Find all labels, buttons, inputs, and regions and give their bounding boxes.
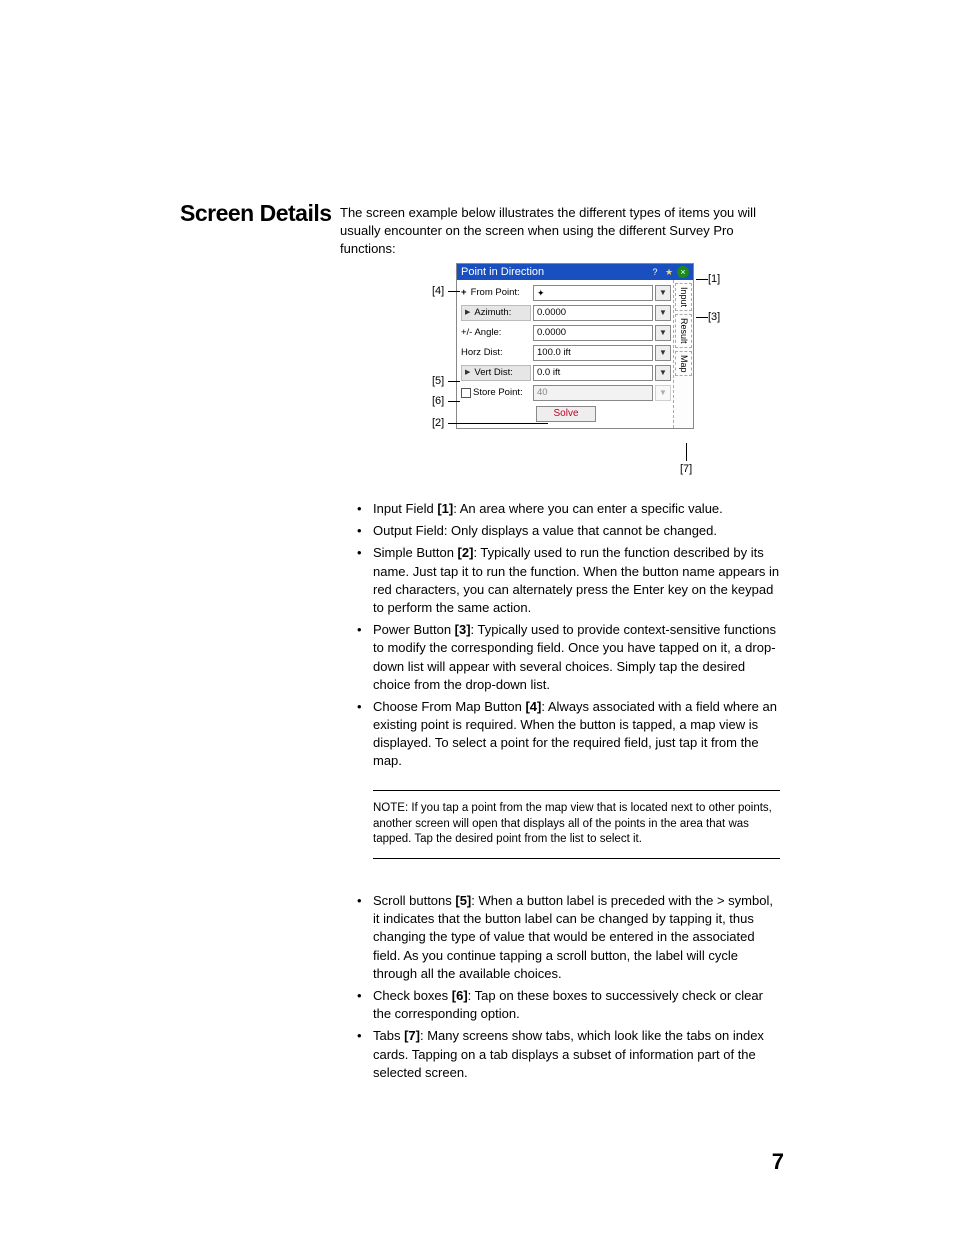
bullet-item: Choose From Map Button [4]: Always assoc… bbox=[357, 698, 782, 771]
dropdown-store bbox=[655, 385, 671, 401]
checkbox-store[interactable] bbox=[461, 388, 471, 398]
tab-input[interactable]: Input bbox=[675, 283, 692, 311]
tabs: Input Result Map bbox=[673, 280, 693, 428]
dropdown-azimuth[interactable] bbox=[655, 305, 671, 321]
bullet-item: Tabs [7]: Many screens show tabs, which … bbox=[357, 1027, 782, 1082]
page-number: 7 bbox=[772, 1149, 784, 1175]
output-store: 40 bbox=[533, 385, 653, 401]
label-store: Store Point: bbox=[461, 387, 531, 399]
ui-title-text: Point in Direction bbox=[461, 266, 544, 278]
dropdown-frompoint[interactable] bbox=[655, 285, 671, 301]
star-icon[interactable]: ★ bbox=[663, 266, 675, 278]
input-azimuth[interactable]: 0.0000 bbox=[533, 305, 653, 321]
btn-azimuth[interactable]: Azimuth: bbox=[461, 305, 531, 321]
close-icon[interactable]: × bbox=[677, 266, 689, 278]
map-icon: ✦ bbox=[537, 287, 545, 299]
btn-vert[interactable]: Vert Dist: bbox=[461, 365, 531, 381]
tab-result[interactable]: Result bbox=[675, 314, 692, 348]
callout-3: [3] bbox=[708, 311, 720, 323]
dropdown-vert[interactable] bbox=[655, 365, 671, 381]
bullet-item: Power Button [3]: Typically used to prov… bbox=[357, 621, 782, 694]
dropdown-angle[interactable] bbox=[655, 325, 671, 341]
bullet-item: Scroll buttons [5]: When a button label … bbox=[357, 892, 782, 983]
input-horz[interactable]: 100.0 ift bbox=[533, 345, 653, 361]
label-angle: +/- Angle: bbox=[461, 327, 531, 339]
bullet-item: Output Field: Only displays a value that… bbox=[357, 522, 782, 540]
input-frompoint[interactable]: ✦ bbox=[533, 285, 653, 301]
tab-map[interactable]: Map bbox=[675, 351, 692, 377]
callout-4: [4] bbox=[432, 285, 444, 297]
bullet-item: Simple Button [2]: Typically used to run… bbox=[357, 544, 782, 617]
label-frompoint: From Point: bbox=[461, 287, 531, 299]
callout-7: [7] bbox=[680, 463, 692, 475]
section-heading: Screen Details bbox=[180, 200, 332, 227]
callout-6: [6] bbox=[432, 395, 444, 407]
intro-paragraph: The screen example below illustrates the… bbox=[340, 204, 780, 259]
label-horz: Horz Dist: bbox=[461, 347, 531, 359]
note-block: NOTE: If you tap a point from the map vi… bbox=[373, 790, 780, 859]
callout-1: [1] bbox=[708, 273, 720, 285]
bullet-list-1: Input Field [1]: An area where you can e… bbox=[357, 500, 782, 775]
callout-2: [2] bbox=[432, 417, 444, 429]
bullet-list-2: Scroll buttons [5]: When a button label … bbox=[357, 892, 782, 1086]
bullet-item: Input Field [1]: An area where you can e… bbox=[357, 500, 782, 518]
input-angle[interactable]: 0.0000 bbox=[533, 325, 653, 341]
help-icon[interactable]: ? bbox=[649, 266, 661, 278]
figure: Point in Direction ? ★ × From Point: ✦ A… bbox=[420, 263, 730, 429]
ui-titlebar: Point in Direction ? ★ × bbox=[457, 264, 693, 280]
solve-button[interactable]: Solve bbox=[536, 406, 596, 422]
callout-5: [5] bbox=[432, 375, 444, 387]
dropdown-horz[interactable] bbox=[655, 345, 671, 361]
bullet-item: Check boxes [6]: Tap on these boxes to s… bbox=[357, 987, 782, 1023]
input-vert[interactable]: 0.0 ift bbox=[533, 365, 653, 381]
ui-window: Point in Direction ? ★ × From Point: ✦ A… bbox=[456, 263, 694, 429]
